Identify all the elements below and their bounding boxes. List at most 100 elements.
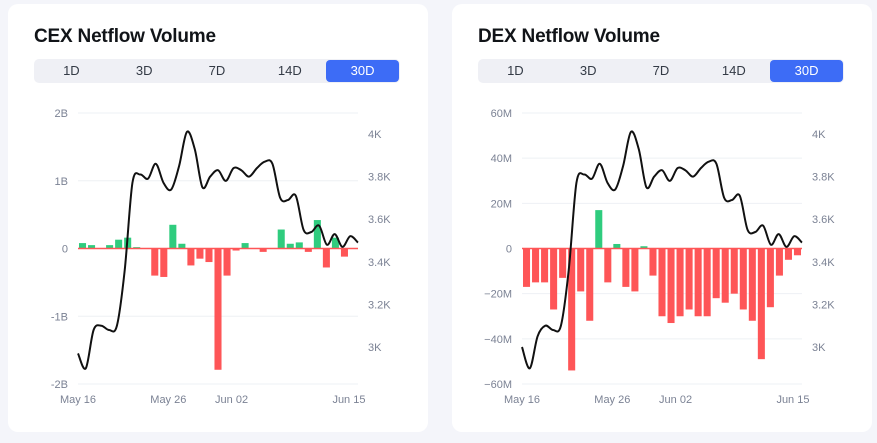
cex-netflow-bar <box>223 248 231 276</box>
cex-netflow-bar <box>88 245 96 249</box>
cex-netflow-bar <box>178 243 186 249</box>
cex-tab-14d[interactable]: 14D <box>277 63 302 78</box>
dex-netflow-card: DEX Netflow Volume 1D 3D 7D 14D 30D 60M 4… <box>452 4 872 432</box>
cex-card-title: CEX Netflow Volume <box>34 26 216 47</box>
cex-netflow-bar <box>160 248 168 277</box>
dex-y-left-tick: 60M <box>491 108 512 120</box>
dex-netflow-bar <box>631 248 639 292</box>
cex-netflow-bar <box>313 220 321 249</box>
cex-netflow-bar <box>259 248 267 252</box>
cex-y-right-tick: 3K <box>368 342 382 354</box>
dex-netflow-bar <box>775 248 783 276</box>
dex-netflow-bar <box>748 248 756 321</box>
cex-y-left-tick: -1B <box>51 311 68 323</box>
dex-y-left-tick: 0 <box>506 244 512 256</box>
dex-netflow-bar <box>613 243 621 249</box>
dex-netflow-bar <box>721 248 729 303</box>
dex-netflow-bar <box>793 248 802 256</box>
dex-netflow-bar <box>577 248 585 292</box>
cex-netflow-bar <box>322 248 330 268</box>
dex-netflow-bar <box>622 248 630 287</box>
dex-netflow-bar <box>640 246 648 249</box>
cex-netflow-bar <box>295 242 303 249</box>
dex-netflow-bar <box>784 248 792 260</box>
cex-y-left-tick: 2B <box>55 108 68 120</box>
cex-netflow-bar <box>169 224 177 249</box>
dex-netflow-bar <box>676 248 684 317</box>
dex-netflow-chart: 60M 40M 20M 0 −20M −40M −60M 4K 3.8K 3.6K 3.4K 3.2K… <box>484 108 835 406</box>
cex-timeframe-tabs: 1D 3D 7D 14D 30D <box>34 59 400 83</box>
cex-x-tick: Jun 02 <box>215 394 248 406</box>
cex-netflow-bar <box>106 245 114 249</box>
cex-y-left-tick: 1B <box>55 176 68 188</box>
cex-tab-1d[interactable]: 1D <box>63 63 80 78</box>
dex-y-right-tick: 3.2K <box>812 299 835 311</box>
dex-netflow-bar <box>586 248 594 321</box>
dex-netflow-bar <box>522 248 531 287</box>
cex-netflow-card: CEX Netflow Volume 1D 3D 7D 14D 30D 2B 1B… <box>8 4 428 432</box>
cex-netflow-bar <box>331 237 339 249</box>
dex-netflow-bar <box>541 248 549 283</box>
cex-netflow-bar <box>304 248 312 252</box>
dex-y-right-tick: 4K <box>812 129 826 141</box>
dex-y-right-tick: 3K <box>812 342 826 354</box>
dex-x-tick: May 16 <box>504 394 540 406</box>
cex-netflow-bar <box>78 243 87 249</box>
cex-netflow-bar <box>205 248 213 263</box>
dex-tab-1d[interactable]: 1D <box>507 63 524 78</box>
cex-x-tick: May 16 <box>60 394 96 406</box>
dex-timeframe-tabs: 1D 3D 7D 14D 30D <box>478 59 844 83</box>
dex-x-tick: Jun 02 <box>659 394 692 406</box>
dex-netflow-bar <box>766 248 774 308</box>
cex-netflow-bar <box>340 248 348 257</box>
dex-y-left-tick: 40M <box>491 153 512 165</box>
cex-netflow-bar <box>277 229 285 249</box>
dex-y-right-tick: 3.4K <box>812 257 835 269</box>
cex-y-right-tick: 3.2K <box>368 299 391 311</box>
cex-netflow-bar <box>151 248 159 276</box>
dex-netflow-bar <box>550 248 558 310</box>
dex-y-left-tick: 20M <box>491 198 512 210</box>
cex-price-line <box>77 130 359 370</box>
cex-tab-7d[interactable]: 7D <box>208 63 226 78</box>
dex-netflow-bar <box>649 248 657 276</box>
dex-tab-14d[interactable]: 14D <box>721 63 746 78</box>
dex-x-tick: Jun 15 <box>776 394 809 406</box>
cex-netflow-bar <box>241 243 249 249</box>
cex-y-right-tick: 3.4K <box>368 257 391 269</box>
dex-netflow-bar <box>604 248 612 283</box>
cex-netflow-bar <box>187 248 195 266</box>
cex-netflow-bar <box>214 248 222 370</box>
dex-netflow-bar <box>757 248 765 360</box>
dex-netflow-bar <box>559 248 567 278</box>
cex-x-tick: May 26 <box>150 394 186 406</box>
cex-x-tick: Jun 15 <box>332 394 365 406</box>
dex-tab-7d[interactable]: 7D <box>652 63 670 78</box>
dex-netflow-bar <box>532 248 540 283</box>
dex-netflow-bar <box>703 248 711 317</box>
dex-netflow-bar <box>658 248 666 317</box>
dex-tab-30d[interactable]: 30D <box>770 60 843 82</box>
cex-y-right-tick: 3.8K <box>368 172 391 184</box>
dex-netflow-bar <box>568 248 576 371</box>
dex-netflow-bar <box>595 210 603 249</box>
dex-netflow-bar <box>685 248 693 310</box>
dex-netflow-bar <box>730 248 738 294</box>
dex-x-tick: May 26 <box>594 394 630 406</box>
dex-netflow-bar <box>694 248 702 317</box>
cex-netflow-bar <box>115 239 123 249</box>
cex-tab-30d[interactable]: 30D <box>326 60 399 82</box>
dex-y-left-tick: −20M <box>484 289 512 301</box>
cex-netflow-bar <box>286 243 294 249</box>
cex-netflow-bar <box>232 248 240 251</box>
dex-y-left-tick: −60M <box>484 379 512 391</box>
cex-y-left-tick: 0 <box>62 244 68 256</box>
dex-price-line <box>521 130 803 370</box>
dex-y-left-tick: −40M <box>484 334 512 346</box>
cex-y-right-tick: 4K <box>368 129 382 141</box>
cex-y-right-tick: 3.6K <box>368 214 391 226</box>
dex-y-right-tick: 3.8K <box>812 172 835 184</box>
cex-tab-3d[interactable]: 3D <box>135 63 153 78</box>
dex-tab-3d[interactable]: 3D <box>579 63 597 78</box>
dex-card-title: DEX Netflow Volume <box>478 26 660 47</box>
